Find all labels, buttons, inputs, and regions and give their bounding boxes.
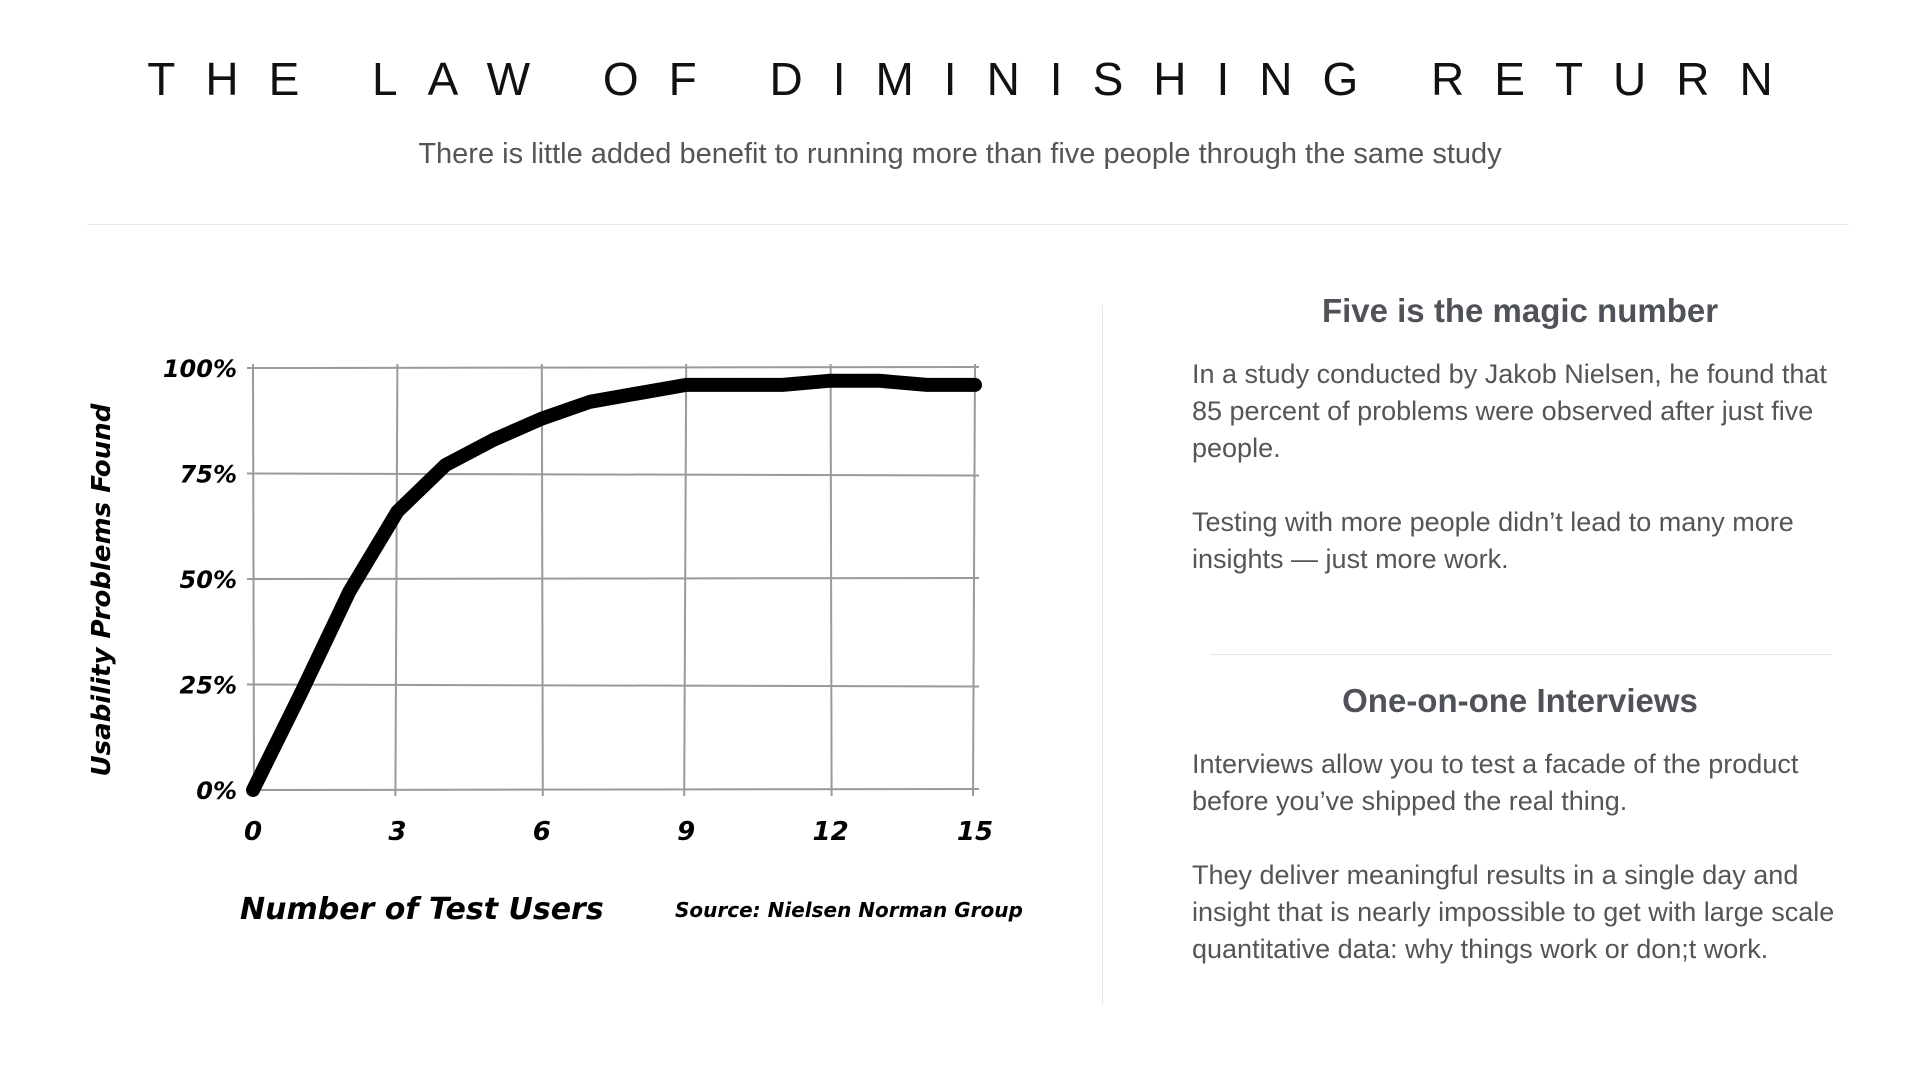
grid-line	[246, 472, 980, 477]
separator	[87, 224, 1849, 225]
x-tick-label: 12	[813, 817, 849, 847]
title: THE LAW OF DIMINISHING RETURN	[147, 53, 1803, 105]
section-separator	[1210, 654, 1832, 655]
grid-line	[540, 363, 544, 797]
x-tick-label: 0	[244, 817, 262, 847]
paragraph: Interviews allow you to test a facade of…	[1192, 749, 1799, 816]
grid-line	[972, 363, 976, 797]
y-tick-label: 75%	[180, 461, 237, 489]
x-tick-label: 9	[677, 817, 695, 847]
data-line	[246, 373, 982, 797]
paragraph: In a study conducted by Jakob Nielsen, h…	[1192, 359, 1827, 463]
section-heading: Five is the magic number	[1321, 292, 1719, 329]
grid-line	[394, 363, 399, 797]
paragraph: They deliver meaningful results in a sin…	[1192, 860, 1835, 964]
y-tick-label: 25%	[180, 672, 237, 700]
x-tick-label: 3	[388, 817, 406, 847]
column-divider	[1102, 305, 1103, 1005]
subtitle: There is little added benefit to running…	[418, 138, 1502, 170]
grid-line	[246, 788, 980, 791]
chart: Usability Problems Found Number of Test …	[87, 355, 1023, 927]
y-tick-label: 100%	[163, 355, 237, 383]
source: Source: Nielsen Norman Group	[675, 898, 1023, 922]
grid-line	[246, 577, 980, 580]
grid-line	[683, 363, 688, 797]
grid-line	[252, 363, 255, 797]
x-tick-label: 15	[957, 817, 993, 847]
y-axis-label: Usability Problems Found	[87, 403, 117, 776]
y-tick-label: 0%	[196, 777, 237, 805]
section: Five is the magic number In a study cond…	[1192, 292, 1848, 615]
section: One-on-one Interviews Interviews allow y…	[1192, 682, 1848, 1005]
paragraph: Testing with more people didn’t lead to …	[1192, 507, 1794, 574]
y-tick-label: 50%	[180, 566, 237, 594]
section-heading: One-on-one Interviews	[1342, 682, 1698, 719]
grid-line	[246, 366, 980, 369]
grid-line	[829, 363, 833, 797]
grid-line	[246, 683, 980, 688]
x-tick-label: 6	[533, 817, 551, 847]
x-axis-label: Number of Test Users	[240, 892, 604, 927]
